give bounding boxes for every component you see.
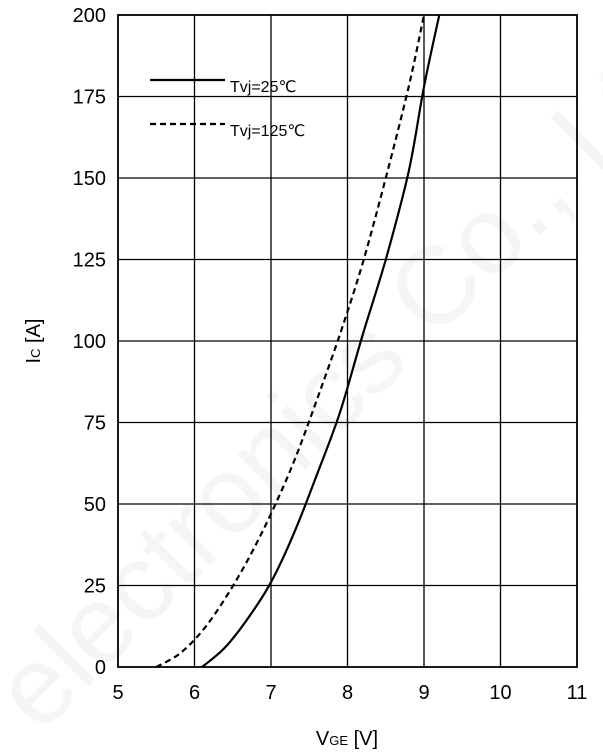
legend-label: Tvj=25℃ <box>230 79 296 96</box>
x-tick-label: 11 <box>567 682 588 704</box>
y-tick-label: 75 <box>84 413 106 435</box>
watermark: electronics Co., Lt <box>0 42 603 752</box>
y-tick-label: 125 <box>73 250 106 272</box>
y-tick-label: 50 <box>84 494 106 516</box>
x-tick-labels: 5 6 7 8 9 10 11 <box>112 682 587 704</box>
series-line-tvj-25 <box>201 14 441 668</box>
x-axis-title-sub: GE <box>329 733 348 748</box>
legend-label: Tvj=125℃ <box>230 123 305 140</box>
x-tick-label: 6 <box>189 682 200 704</box>
y-axis-title: IC [A] <box>23 319 45 364</box>
x-axis-title-unit: [V] <box>348 728 378 750</box>
x-tick-label: 9 <box>418 682 429 704</box>
plot-frame-group <box>117 14 578 668</box>
y-tick-label: 200 <box>73 5 106 27</box>
y-tick-label: 150 <box>73 168 106 190</box>
y-tick-label: 175 <box>73 87 106 109</box>
y-tick-label: 100 <box>73 331 106 353</box>
x-tick-label: 10 <box>489 682 511 704</box>
y-axis-title-sub: C <box>28 349 43 358</box>
y-axis-title-unit: [A] <box>23 319 45 349</box>
x-axis-title-main: V <box>316 728 330 750</box>
x-tick-label: 5 <box>112 682 123 704</box>
x-tick-label: 8 <box>342 682 353 704</box>
x-tick-label: 7 <box>265 682 276 704</box>
legend: Tvj=25℃ Tvj=125℃ <box>150 78 305 140</box>
x-axis-title: VGE [V] <box>316 728 378 750</box>
y-tick-labels: 0 25 50 75 100 125 150 175 200 <box>73 5 106 679</box>
plot-frame <box>117 14 578 668</box>
series-group <box>155 14 441 668</box>
y-axis-title-main: I <box>23 358 45 364</box>
y-tick-label: 25 <box>84 576 106 598</box>
y-tick-label: 0 <box>95 657 106 679</box>
series-line-tvj-125 <box>155 14 426 668</box>
grid <box>118 15 577 667</box>
